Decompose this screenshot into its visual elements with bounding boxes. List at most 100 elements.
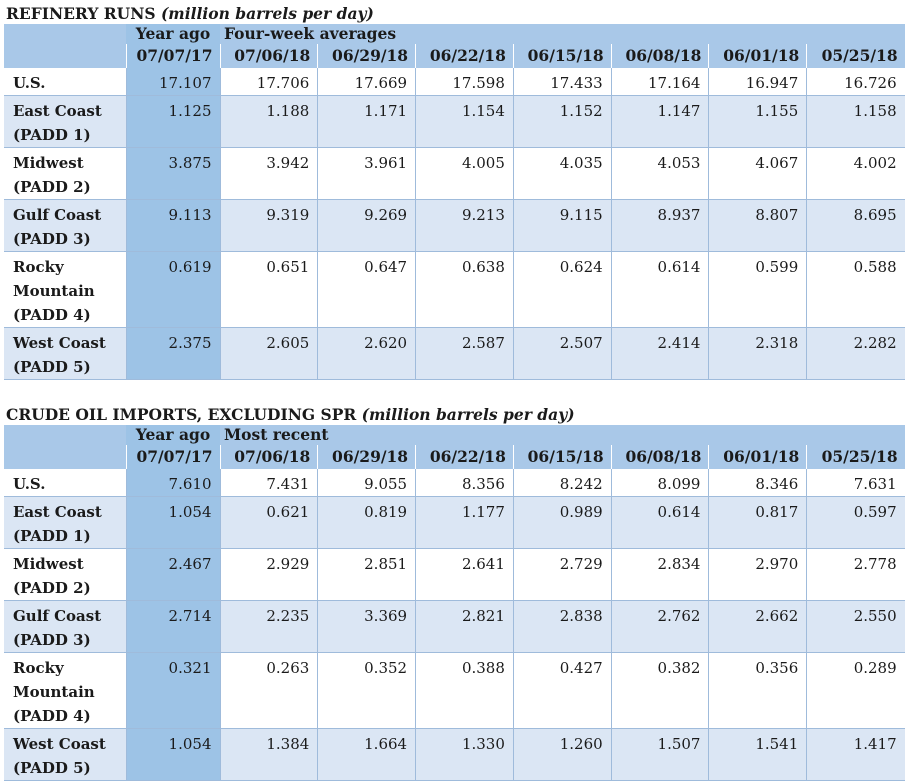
refinery-runs-section: REFINERY RUNS (million barrels per day) …	[4, 3, 905, 380]
row-label: Rocky Mountain (PADD 4)	[4, 652, 126, 729]
value-cell: 2.970	[708, 548, 807, 601]
value-cell: 2.662	[708, 600, 807, 653]
row-label-line: West Coast	[13, 735, 106, 753]
value-cell: 1.154	[415, 95, 514, 148]
value-cell: 1.664	[317, 728, 416, 781]
value-cell: 17.598	[415, 68, 514, 96]
table-row: West Coast (PADD 5) 1.054 1.384 1.664 1.330 1.…	[4, 728, 905, 781]
value-cell: 4.035	[512, 147, 612, 200]
row-label-line: U.S.	[13, 74, 46, 92]
value-cell: 7.631	[806, 469, 905, 497]
group-header-row: Year ago Four-week averages	[4, 24, 905, 44]
value-cell: 4.002	[806, 147, 905, 200]
date-column-header: 06/08/18	[610, 44, 709, 68]
value-cell: 4.067	[708, 147, 807, 200]
value-cell: 0.621	[219, 496, 318, 549]
date-column-header: 06/08/18	[610, 445, 709, 469]
date-header-row: 07/07/17 07/06/18 06/29/18 06/22/18 06/15/18…	[4, 44, 905, 68]
value-cell: 0.624	[512, 251, 612, 328]
value-cell: 0.819	[317, 496, 416, 549]
row-label-line: Mountain	[13, 683, 95, 701]
value-cell: 0.619	[125, 251, 220, 328]
row-label: Rocky Mountain (PADD 4)	[4, 251, 126, 328]
row-label-line: (PADD 2)	[13, 178, 91, 196]
value-cell: 0.388	[415, 652, 514, 729]
row-label: East Coast (PADD 1)	[4, 496, 126, 549]
row-label-line: (PADD 5)	[13, 759, 91, 777]
value-cell: 2.587	[415, 327, 514, 380]
value-cell: 0.597	[806, 496, 905, 549]
row-label: East Coast (PADD 1)	[4, 95, 126, 148]
value-cell: 1.054	[125, 728, 220, 781]
value-cell: 7.431	[219, 469, 318, 497]
value-cell: 0.588	[806, 251, 905, 328]
value-cell: 1.155	[708, 95, 807, 148]
row-label-line: (PADD 1)	[13, 527, 91, 545]
value-cell: 1.147	[610, 95, 709, 148]
row-label: West Coast (PADD 5)	[4, 327, 126, 380]
group-header: Four-week averages	[220, 24, 905, 44]
value-cell: 9.055	[317, 469, 416, 497]
date-column-header: 06/15/18	[512, 445, 612, 469]
value-cell: 2.550	[806, 600, 905, 653]
value-cell: 1.541	[708, 728, 807, 781]
value-cell: 2.318	[708, 327, 807, 380]
row-label: West Coast (PADD 5)	[4, 728, 126, 781]
year-ago-header: Year ago	[126, 425, 220, 445]
value-cell: 0.263	[219, 652, 318, 729]
value-cell: 9.269	[317, 199, 416, 252]
date-column-header: 06/22/18	[415, 445, 514, 469]
year-ago-header: Year ago	[126, 24, 220, 44]
table-row: Gulf Coast (PADD 3) 2.714 2.235 3.369 2.821 2.…	[4, 600, 905, 653]
value-cell: 0.321	[125, 652, 220, 729]
row-label-line: (PADD 1)	[13, 126, 91, 144]
date-column-header: 05/25/18	[806, 44, 905, 68]
date-column-header: 07/06/18	[219, 445, 318, 469]
date-column-header: 06/29/18	[317, 44, 416, 68]
table-row: East Coast (PADD 1) 1.054 0.621 0.819 1.177 0.…	[4, 496, 905, 549]
row-label-line: U.S.	[13, 475, 46, 493]
value-cell: 17.107	[125, 68, 220, 96]
crude-imports-title: CRUDE OIL IMPORTS, EXCLUDING SPR (millio…	[6, 405, 575, 424]
value-cell: 2.778	[806, 548, 905, 601]
value-cell: 2.605	[219, 327, 318, 380]
value-cell: 1.188	[219, 95, 318, 148]
value-cell: 1.054	[125, 496, 220, 549]
value-cell: 2.414	[610, 327, 709, 380]
row-label-line: West Coast	[13, 334, 106, 352]
value-cell: 2.507	[512, 327, 612, 380]
table-row: Gulf Coast (PADD 3) 9.113 9.319 9.269 9.213 9.…	[4, 199, 905, 252]
value-cell: 2.375	[125, 327, 220, 380]
row-label-line: Rocky	[13, 659, 64, 677]
row-label: U.S.	[4, 469, 126, 497]
value-cell: 1.171	[317, 95, 416, 148]
value-cell: 0.289	[806, 652, 905, 729]
value-cell: 2.620	[317, 327, 416, 380]
date-column-header: 07/07/17	[125, 44, 220, 68]
value-cell: 2.834	[610, 548, 709, 601]
date-header-row: 07/07/17 07/06/18 06/29/18 06/22/18 06/15/18…	[4, 445, 905, 469]
value-cell: 3.961	[317, 147, 416, 200]
value-cell: 0.382	[610, 652, 709, 729]
value-cell: 1.177	[415, 496, 514, 549]
crude-imports-table: Year ago Most recent 07/07/17 07/06/18 06/…	[4, 425, 905, 781]
crude-imports-section: CRUDE OIL IMPORTS, EXCLUDING SPR (millio…	[4, 404, 905, 781]
value-cell: 2.729	[512, 548, 612, 601]
table-row: Rocky Mountain (PADD 4) 0.619 0.651 0.647 0.63…	[4, 251, 905, 328]
date-column-header: 06/22/18	[415, 44, 514, 68]
value-cell: 4.005	[415, 147, 514, 200]
refinery-runs-title: REFINERY RUNS (million barrels per day)	[6, 4, 374, 23]
row-label: Midwest (PADD 2)	[4, 147, 126, 200]
row-label: Midwest (PADD 2)	[4, 548, 126, 601]
table-row: East Coast (PADD 1) 1.125 1.188 1.171 1.154 1.…	[4, 95, 905, 148]
value-cell: 1.417	[806, 728, 905, 781]
value-cell: 2.762	[610, 600, 709, 653]
value-cell: 1.330	[415, 728, 514, 781]
row-label-line: Midwest	[13, 154, 84, 172]
value-cell: 1.152	[512, 95, 612, 148]
date-column-header: 05/25/18	[806, 445, 905, 469]
value-cell: 3.942	[219, 147, 318, 200]
value-cell: 8.242	[512, 469, 612, 497]
value-cell: 3.369	[317, 600, 416, 653]
value-cell: 1.384	[219, 728, 318, 781]
